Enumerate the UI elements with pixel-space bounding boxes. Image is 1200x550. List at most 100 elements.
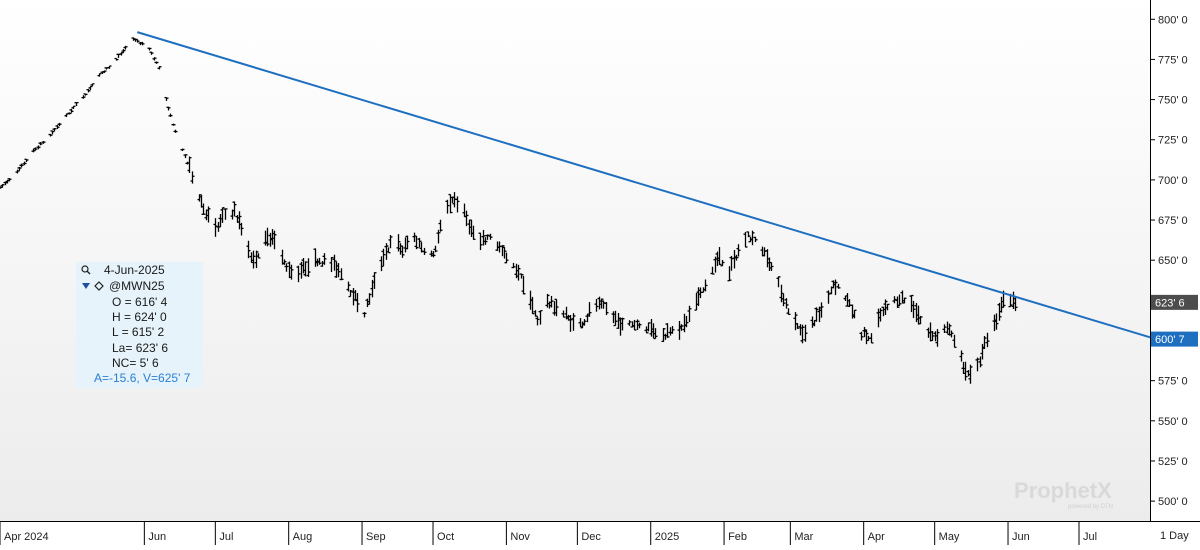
price-bar: [679, 324, 684, 331]
price-bar: [367, 293, 372, 305]
price-bar: [303, 261, 308, 277]
price-bar: [753, 236, 758, 243]
price-bar: [55, 125, 60, 129]
price-bar: [36, 145, 41, 150]
last-price-marker: 623' 6: [1151, 294, 1198, 310]
price-bar: [878, 308, 883, 322]
price-bar: [455, 196, 460, 213]
price-bar: [154, 61, 159, 64]
price-bar: [152, 57, 157, 61]
price-bar: [985, 332, 990, 348]
price-bar: [620, 317, 625, 331]
price-bar: [949, 330, 954, 338]
price-bar: [102, 70, 107, 73]
price-bar: [135, 38, 140, 43]
price-bar: [388, 235, 393, 249]
info-last: La= 623' 6: [112, 341, 168, 355]
x-axis: Apr 2024 Jun Jul Aug Sep Oct Nov Dec 2025 Feb Mar A…: [0, 522, 1097, 545]
y-tick-label: 675' 0: [1158, 215, 1188, 227]
x-tick-label: Nov: [510, 531, 530, 543]
price-bar: [604, 302, 609, 316]
price-bar: [38, 142, 43, 146]
price-bar: [201, 203, 206, 215]
price-bar: [86, 88, 91, 93]
price-bar: [119, 52, 124, 56]
price-bar: [24, 158, 29, 162]
price-bar: [561, 310, 566, 318]
price-bar: [164, 96, 169, 101]
trendline-price-label: 600' 7: [1155, 334, 1185, 346]
price-bar: [869, 333, 874, 344]
trendline-price-marker: 600' 7: [1151, 331, 1198, 347]
price-bar: [902, 297, 907, 304]
price-bar: [554, 298, 559, 317]
info-low: L = 615' 2: [112, 325, 165, 339]
last-price-box: [1151, 294, 1198, 310]
y-tick-label: 775' 0: [1158, 54, 1188, 66]
price-bar: [587, 302, 592, 317]
info-date: 4-Jun-2025: [104, 263, 165, 277]
price-bar: [734, 254, 739, 261]
x-tick-label: Apr: [868, 531, 885, 543]
x-tick-label: Dec: [581, 531, 601, 543]
price-bar: [968, 364, 973, 384]
price-bar: [516, 264, 521, 281]
y-tick-label: 575' 0: [1158, 376, 1188, 388]
price-bar: [171, 123, 176, 126]
x-tick-label: Feb: [728, 531, 747, 543]
price-bar: [746, 231, 751, 238]
x-tick-label: Jun: [148, 531, 166, 543]
price-bar: [317, 257, 322, 265]
price-bar: [50, 130, 55, 135]
triangle-down-icon[interactable]: [82, 283, 90, 289]
y-tick-label: 650' 0: [1158, 255, 1188, 267]
x-axis-background[interactable]: [0, 522, 1150, 545]
price-bar: [166, 106, 171, 111]
price-bar: [935, 329, 940, 347]
price-bar: [478, 232, 483, 251]
price-bar: [348, 289, 353, 298]
price-bar: [251, 250, 256, 269]
y-tick-label: 725' 0: [1158, 135, 1188, 147]
price-bar: [859, 331, 864, 341]
price-bar: [684, 315, 689, 328]
price-bar: [632, 319, 637, 331]
price-bar: [720, 259, 725, 267]
price-bar: [485, 234, 490, 240]
price-bar: [123, 45, 128, 50]
price-bar: [885, 303, 890, 311]
price-bar: [272, 230, 277, 250]
price-bar: [653, 328, 658, 340]
price-bar: [717, 247, 722, 266]
price-bar: [646, 322, 651, 332]
y-axis-background[interactable]: [1150, 0, 1200, 545]
price-bar: [0, 184, 5, 188]
price-bar: [776, 276, 781, 288]
price-bar: [436, 229, 441, 244]
magnifier-icon[interactable]: [81, 265, 91, 275]
x-tick-label: Aug: [293, 531, 313, 543]
price-bar: [975, 357, 980, 372]
price-bar: [994, 313, 999, 330]
price-bar: [488, 233, 493, 240]
interval-label[interactable]: 1 Day: [1160, 530, 1189, 542]
price-bar: [414, 236, 419, 250]
price-bar: [237, 211, 242, 230]
diamond-icon[interactable]: [94, 281, 104, 291]
data-window[interactable]: 4-Jun-2025 @MWN25 O = 616' 4 H = 624' 0 …: [76, 262, 203, 388]
price-bar: [897, 294, 902, 307]
x-tick-label: Oct: [437, 531, 454, 543]
price-bar: [864, 329, 869, 345]
price-bar: [803, 324, 808, 342]
price-bar: [637, 322, 642, 329]
watermark-name: ProphetX: [1014, 478, 1112, 503]
price-bar: [284, 263, 289, 272]
x-tick-label: 2025: [655, 531, 679, 543]
info-high: H = 624' 0: [112, 310, 167, 324]
x-tick-label: Jun: [1012, 531, 1030, 543]
trendline[interactable]: [136, 31, 1151, 339]
price-bar: [535, 316, 540, 326]
price-bar: [336, 263, 341, 278]
